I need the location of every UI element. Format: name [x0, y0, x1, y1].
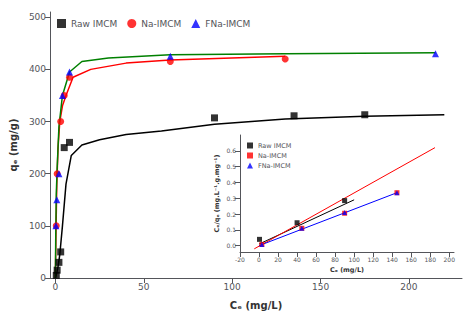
svg-text:FNa-IMCM: FNa-IMCM: [205, 19, 250, 29]
svg-text:Cₑ/qₑ (mg.L⁻¹.g.mg⁻¹): Cₑ/qₑ (mg.L⁻¹.g.mg⁻¹): [213, 155, 221, 233]
svg-text:200: 200: [400, 282, 417, 292]
svg-text:0.3: 0.3: [226, 195, 236, 202]
svg-text:50: 50: [138, 282, 150, 292]
svg-text:400: 400: [29, 64, 46, 74]
svg-text:Raw IMCM: Raw IMCM: [71, 19, 117, 29]
svg-text:200: 200: [29, 169, 46, 179]
svg-text:Na-IMCM: Na-IMCM: [258, 152, 287, 160]
svg-text:0.0: 0.0: [226, 242, 236, 249]
svg-text:20: 20: [274, 256, 282, 263]
svg-text:0.1: 0.1: [226, 226, 236, 233]
svg-text:80: 80: [331, 256, 339, 263]
svg-text:160: 160: [405, 256, 417, 263]
svg-text:0.6: 0.6: [226, 147, 236, 154]
svg-text:100: 100: [29, 221, 46, 231]
svg-text:100: 100: [348, 256, 360, 263]
svg-text:-20: -20: [235, 256, 245, 263]
svg-text:Cₑ (mg/L): Cₑ (mg/L): [230, 300, 282, 311]
svg-text:40: 40: [293, 256, 301, 263]
svg-text:0: 0: [53, 282, 59, 292]
svg-text:500: 500: [29, 12, 46, 22]
svg-text:200: 200: [444, 256, 456, 263]
svg-text:Raw IMCM: Raw IMCM: [258, 142, 291, 150]
svg-text:180: 180: [424, 256, 436, 263]
svg-text:100: 100: [224, 282, 241, 292]
svg-text:0: 0: [40, 273, 46, 283]
svg-text:Na-IMCM: Na-IMCM: [141, 19, 181, 29]
svg-text:120: 120: [367, 256, 379, 263]
svg-text:60: 60: [312, 256, 320, 263]
svg-text:Cₑ (mg/L): Cₑ (mg/L): [330, 266, 364, 274]
svg-text:150: 150: [312, 282, 329, 292]
svg-text:0.2: 0.2: [226, 211, 236, 218]
svg-text:300: 300: [29, 117, 46, 127]
svg-text:qₑ (mg/g): qₑ (mg/g): [8, 119, 19, 172]
svg-text:FNa-IMCM: FNa-IMCM: [258, 162, 291, 170]
svg-text:0.5: 0.5: [226, 163, 236, 170]
svg-text:140: 140: [386, 256, 398, 263]
svg-text:0.4: 0.4: [226, 179, 236, 186]
svg-text:0: 0: [257, 256, 261, 263]
